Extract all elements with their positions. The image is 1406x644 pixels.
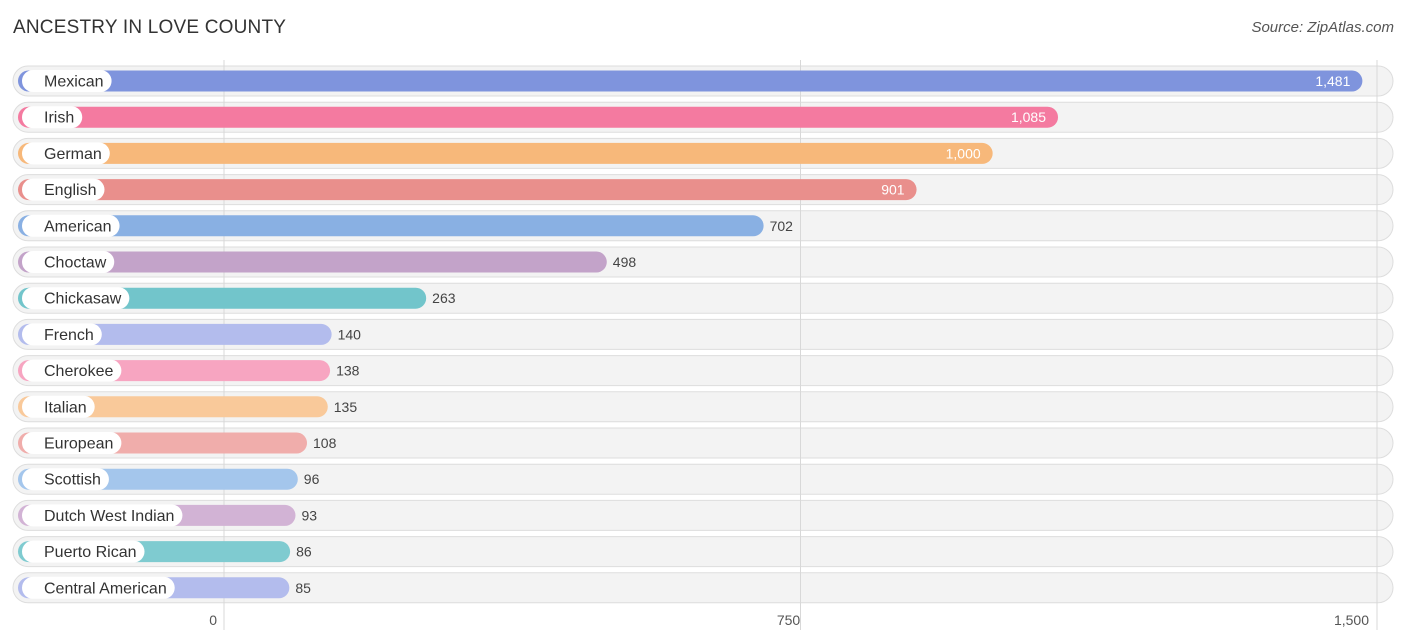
category-label-pill (22, 178, 105, 201)
bar-german (18, 142, 993, 164)
category-label: English (44, 182, 96, 199)
category-label: Dutch West Indian (44, 508, 174, 525)
bar-italian (18, 396, 328, 418)
category-label-pill (22, 504, 183, 527)
bar-mexican (18, 70, 1363, 92)
value-label: 96 (304, 471, 320, 487)
value-label: 108 (313, 435, 337, 451)
row-background (12, 355, 1394, 387)
category-label: Choctaw (44, 255, 107, 272)
category-label-pill (22, 468, 109, 491)
category-label: French (44, 327, 94, 344)
value-label: 93 (301, 507, 317, 523)
category-label: Mexican (44, 74, 104, 91)
category-label-pill (22, 70, 112, 92)
category-label-pill (22, 432, 122, 454)
value-label: 135 (334, 399, 358, 415)
category-label-pill (22, 576, 175, 599)
x-tick-label: 750 (777, 612, 801, 628)
value-label: 498 (613, 254, 637, 270)
row-background (12, 427, 1394, 459)
category-label: Puerto Rican (44, 544, 137, 561)
value-label: 1,085 (1011, 109, 1046, 125)
category-label: American (44, 218, 112, 235)
source-attribution: Source: ZipAtlas.com (1251, 19, 1394, 36)
chart-title: ANCESTRY IN LOVE COUNTY (13, 17, 287, 38)
value-label: 86 (296, 544, 312, 560)
category-label-pill (22, 323, 102, 346)
value-label: 140 (338, 326, 362, 342)
value-label: 1,000 (946, 145, 981, 161)
category-label: Central American (44, 580, 167, 597)
bar-irish (18, 106, 1059, 128)
row-background (12, 463, 1394, 495)
category-label-pill (22, 251, 115, 273)
category-label: Cherokee (44, 363, 113, 380)
row-background (12, 318, 1394, 350)
category-label: Scottish (44, 472, 101, 489)
category-label-pill (22, 287, 130, 310)
bars: Mexican 1,481 Irish 1,085 German 1,000 English… (18, 70, 1363, 599)
category-label-pill (22, 106, 83, 129)
category-label-pill (22, 395, 95, 418)
value-label: 1,481 (1315, 73, 1350, 89)
x-tick-label: 0 (209, 612, 217, 628)
category-label-pill (22, 359, 122, 382)
bar-american (18, 215, 764, 237)
bar-english (18, 179, 917, 201)
x-tick-label: 1,500 (1334, 612, 1369, 628)
row-background (12, 499, 1394, 531)
category-label: Irish (44, 110, 74, 127)
value-label: 901 (881, 182, 905, 198)
value-label: 138 (336, 363, 360, 379)
x-axis-ticks: 0 750 1,500 (209, 612, 1369, 628)
row-background (12, 572, 1394, 604)
category-label-pill (22, 214, 120, 237)
category-label: Italian (44, 399, 87, 416)
value-label: 263 (432, 290, 456, 306)
row-background (12, 536, 1394, 568)
category-label-pill (22, 540, 145, 563)
bar-choctaw (18, 251, 607, 273)
value-label: 702 (770, 218, 794, 234)
category-label-pill (22, 142, 110, 165)
category-label: German (44, 146, 102, 163)
row-background (12, 391, 1394, 423)
value-label: 85 (295, 580, 311, 596)
category-label: Chickasaw (44, 291, 122, 308)
category-label: European (44, 436, 113, 453)
